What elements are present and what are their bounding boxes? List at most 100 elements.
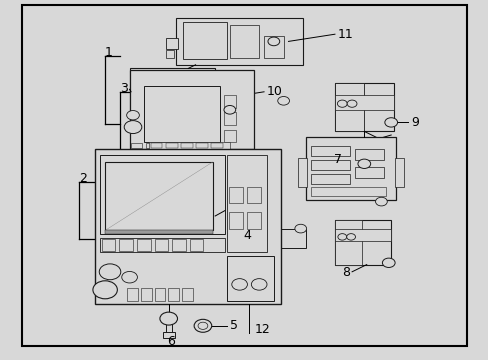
Bar xyxy=(131,143,142,148)
Bar xyxy=(334,220,361,265)
Bar xyxy=(166,38,178,49)
Circle shape xyxy=(337,234,346,240)
Bar xyxy=(154,288,165,301)
Circle shape xyxy=(194,319,211,332)
Circle shape xyxy=(122,271,137,283)
Bar xyxy=(145,143,156,148)
Circle shape xyxy=(346,100,356,107)
Bar xyxy=(182,288,192,301)
Bar xyxy=(141,288,151,301)
Bar xyxy=(217,98,227,106)
Text: 11: 11 xyxy=(337,28,352,41)
Bar xyxy=(246,187,260,203)
Circle shape xyxy=(99,264,121,280)
Bar xyxy=(165,319,171,333)
Text: 7: 7 xyxy=(334,153,342,166)
Circle shape xyxy=(375,197,386,206)
Circle shape xyxy=(382,258,394,267)
Bar xyxy=(334,83,393,131)
Text: 3: 3 xyxy=(120,82,127,95)
Text: 4: 4 xyxy=(243,229,250,242)
Text: 12: 12 xyxy=(254,323,269,336)
Bar xyxy=(154,239,168,251)
Circle shape xyxy=(198,322,207,329)
Circle shape xyxy=(160,312,177,325)
Text: 2: 2 xyxy=(79,172,87,185)
Bar xyxy=(165,143,177,148)
Circle shape xyxy=(267,37,279,46)
Bar xyxy=(334,83,364,131)
Text: 6: 6 xyxy=(167,335,175,348)
Circle shape xyxy=(224,105,235,114)
Bar xyxy=(310,146,349,156)
Bar xyxy=(261,229,305,248)
Bar xyxy=(246,212,260,229)
Bar xyxy=(334,220,390,265)
Bar xyxy=(394,158,403,187)
Bar xyxy=(102,239,115,251)
Bar xyxy=(119,239,133,251)
Bar xyxy=(149,142,229,149)
Bar xyxy=(217,75,227,83)
Bar xyxy=(228,212,242,229)
Bar xyxy=(264,36,283,58)
Bar xyxy=(95,149,281,304)
Bar xyxy=(228,187,242,203)
Circle shape xyxy=(357,159,370,168)
Circle shape xyxy=(251,279,266,290)
Bar xyxy=(310,174,349,184)
Text: 10: 10 xyxy=(266,85,282,98)
Bar xyxy=(354,149,383,160)
Text: 5: 5 xyxy=(229,319,237,332)
Bar xyxy=(136,74,184,106)
Bar xyxy=(224,95,236,108)
Bar xyxy=(160,143,171,148)
Bar xyxy=(137,239,150,251)
Circle shape xyxy=(124,121,142,134)
Bar xyxy=(224,130,236,142)
Bar xyxy=(127,288,138,301)
Bar xyxy=(229,25,259,58)
Bar xyxy=(150,143,162,148)
Bar xyxy=(305,137,395,200)
Bar xyxy=(100,155,224,234)
Bar xyxy=(105,162,212,230)
Bar xyxy=(144,86,220,142)
Circle shape xyxy=(93,281,117,299)
Bar xyxy=(129,70,254,149)
Circle shape xyxy=(384,118,397,127)
Bar xyxy=(163,332,174,338)
Bar xyxy=(129,68,215,110)
Circle shape xyxy=(126,111,139,120)
Bar xyxy=(181,143,192,148)
Bar xyxy=(298,158,306,187)
Bar xyxy=(100,238,224,252)
Bar xyxy=(217,86,227,95)
Bar xyxy=(224,112,236,125)
Bar xyxy=(227,155,266,252)
Circle shape xyxy=(231,279,247,290)
Bar xyxy=(354,167,383,178)
Bar xyxy=(189,239,203,251)
Bar xyxy=(196,143,207,148)
Text: 1: 1 xyxy=(105,46,113,59)
Bar xyxy=(334,229,390,241)
Bar xyxy=(176,18,303,65)
Bar xyxy=(227,256,273,301)
Bar xyxy=(310,160,349,170)
Text: 8: 8 xyxy=(341,266,349,279)
Bar xyxy=(175,143,185,148)
Circle shape xyxy=(346,234,355,240)
Bar xyxy=(172,239,185,251)
Bar xyxy=(211,143,223,148)
Circle shape xyxy=(337,100,346,107)
Bar xyxy=(334,95,393,110)
Bar xyxy=(105,230,212,234)
Bar xyxy=(310,187,386,196)
Bar xyxy=(183,22,227,59)
Bar xyxy=(166,50,173,58)
Circle shape xyxy=(277,96,289,105)
Text: 9: 9 xyxy=(410,116,418,129)
Bar xyxy=(168,288,179,301)
Circle shape xyxy=(294,224,306,233)
